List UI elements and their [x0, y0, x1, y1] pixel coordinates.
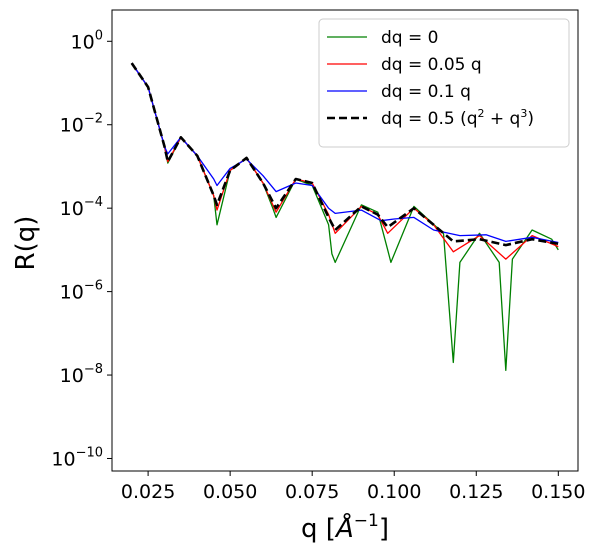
x-tick-label: 0.150 — [531, 481, 585, 503]
y-tick-label: 100 — [71, 28, 103, 53]
x-tick-label: 0.050 — [203, 481, 257, 503]
x-tick-label: 0.125 — [449, 481, 503, 503]
x-tick-label: 0.100 — [367, 481, 421, 503]
x-tick-label: 0.025 — [121, 481, 175, 503]
y-axis: 100 10−2 10−4 10−6 10−8 10−10 — [51, 28, 112, 470]
x-tick-label: 0.075 — [285, 481, 339, 503]
plot-frame — [111, 9, 579, 472]
y-tick-label: 10−6 — [60, 279, 103, 304]
y-tick-label: 10−2 — [60, 112, 103, 137]
legend-frame — [318, 18, 570, 148]
x-axis-label: q [Å−1] — [301, 511, 389, 544]
series-line-4 — [130, 62, 559, 247]
y-tick-label: 10−8 — [60, 362, 103, 387]
series-layer — [130, 62, 559, 371]
legend-label-4: dq = 0.5 (q2 + q3) — [381, 107, 534, 129]
legend-label-2: dq = 0.05 q — [381, 55, 482, 75]
y-tick-label: 10−10 — [51, 445, 103, 470]
x-axis: 0.025 0.050 0.075 0.100 0.125 0.150 — [121, 471, 586, 503]
y-tick-label: 10−4 — [60, 195, 103, 220]
legend-label-3: dq = 0.1 q — [381, 82, 471, 102]
legend-label-1: dq = 0 — [381, 28, 438, 48]
legend: dq = 0 dq = 0.05 q dq = 0.1 q dq = 0.5 (q2 … — [318, 18, 570, 148]
y-axis-label: R(q) — [11, 216, 41, 271]
